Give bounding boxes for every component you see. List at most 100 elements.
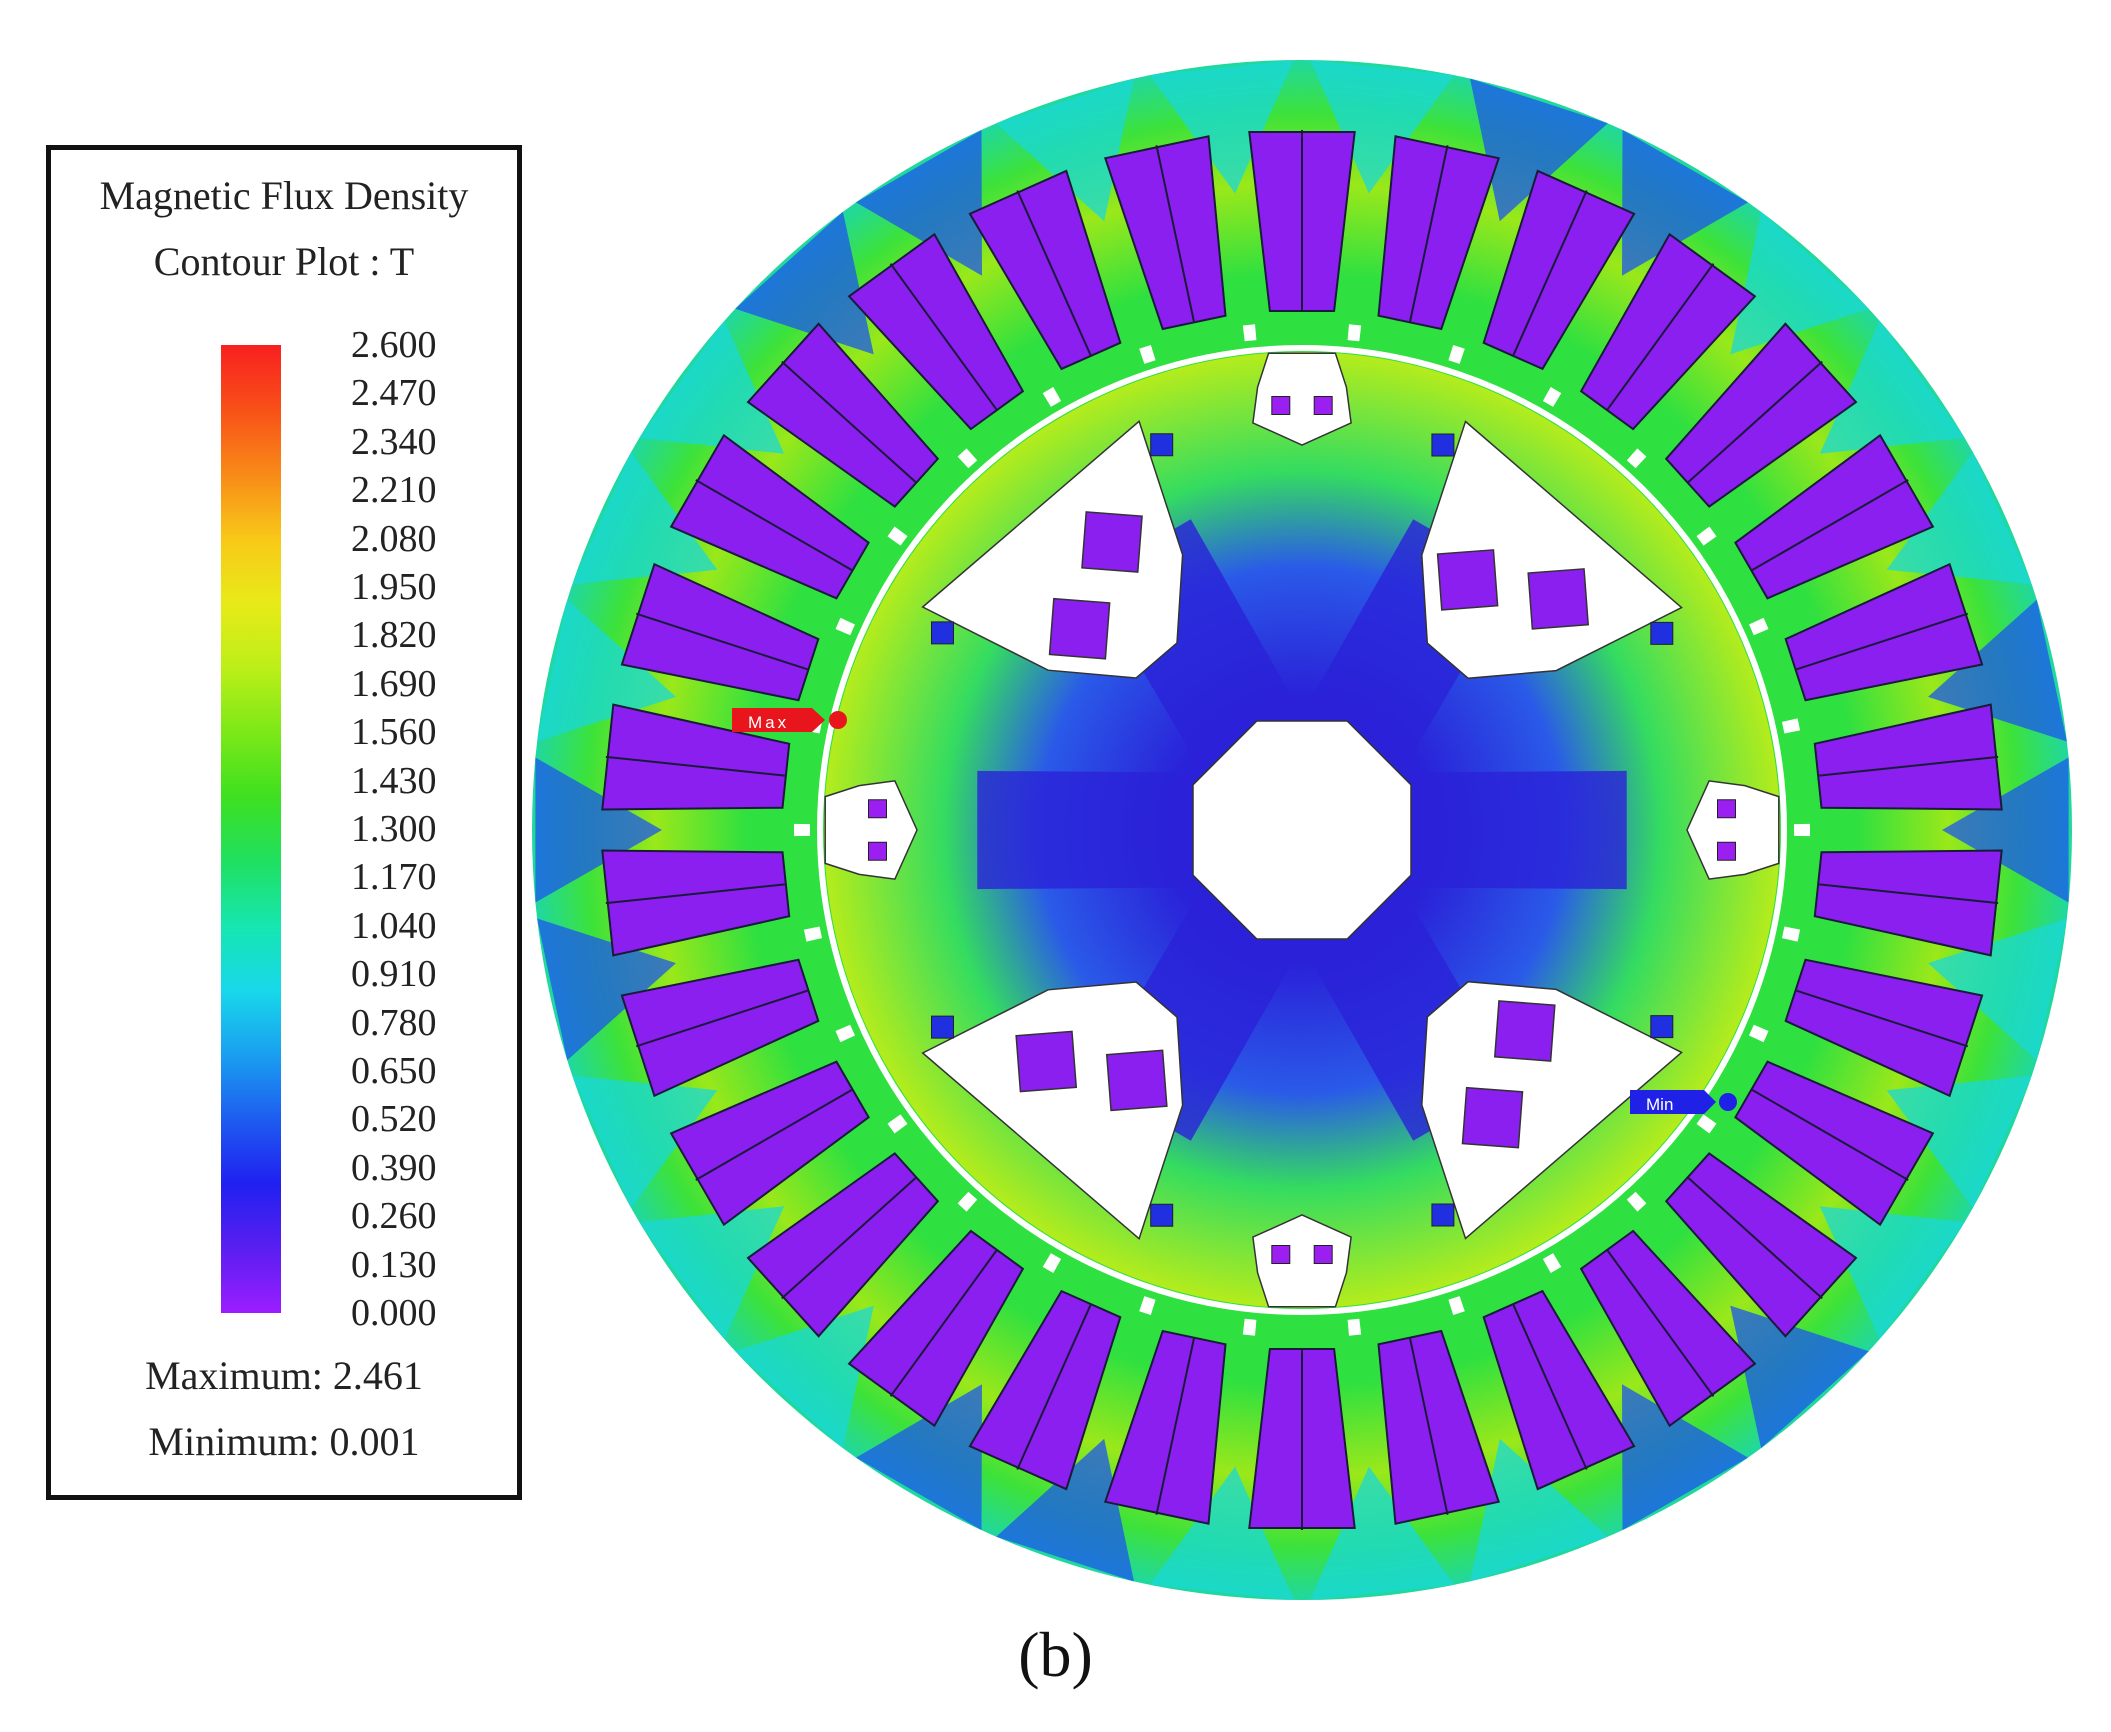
rotor-hole [1650, 621, 1674, 645]
colorbar-tick-label: 0.000 [351, 1292, 437, 1334]
tooth-notch [1782, 926, 1801, 942]
slot-divider [1751, 1089, 1909, 1181]
rotor-magnet [1015, 1030, 1078, 1093]
yoke-patch [572, 1075, 718, 1208]
slot-divider [1155, 1338, 1195, 1515]
rotor-pole-cutouts [824, 352, 1780, 1308]
colorbar-tick-label: 0.780 [351, 1001, 437, 1044]
rotor-spoke [977, 770, 1197, 890]
stator-slot [620, 562, 820, 702]
stator-slot [746, 322, 940, 508]
slot-divider [1409, 145, 1449, 322]
colorbar-tick-label: 1.560 [351, 711, 437, 754]
stator-slot [1813, 703, 2003, 811]
stator-slot [1784, 958, 1984, 1098]
yoke-patch [1622, 1384, 1748, 1531]
slot-divider [1796, 989, 1969, 1048]
colorbar-tick-label: 0.520 [351, 1098, 437, 1141]
colorbar-tick-label: 1.430 [351, 759, 437, 802]
rotor-hole [931, 1015, 954, 1039]
stator-slot [1482, 169, 1636, 371]
colorbar-tick-label: 1.950 [351, 566, 437, 608]
yoke-patch [639, 320, 785, 454]
stator-slot [1664, 322, 1858, 508]
rotor-hole [1650, 1015, 1674, 1039]
tooth-notch [1749, 1024, 1769, 1043]
slot-divider [1751, 479, 1909, 571]
tooth-notch [1749, 617, 1769, 636]
yoke-patch [856, 1384, 982, 1531]
stator-slot [1813, 849, 2003, 957]
rotor-hole [1431, 1203, 1455, 1227]
yoke-patch [1942, 757, 2069, 903]
yoke-patch [735, 1305, 874, 1449]
colorbar-tick-label: 0.910 [351, 953, 437, 996]
slot-divider [1606, 263, 1715, 410]
slot-divider [695, 1089, 853, 1181]
stator-slot [1579, 232, 1757, 431]
stator-slot [968, 169, 1122, 371]
min-marker-label: Min [1646, 1095, 1673, 1114]
colorbar [221, 345, 281, 1313]
colorbar-tick-label: 2.470 [351, 372, 437, 415]
tooth-notch [1782, 718, 1801, 734]
stator-slot [968, 1289, 1122, 1491]
colorbar-tick-label: 0.260 [351, 1195, 437, 1238]
rotor-pocket [921, 419, 1184, 679]
yoke-patch [537, 918, 676, 1061]
max-marker: Max [732, 708, 847, 732]
legend-panel: Magnetic Flux Density Contour Plot : T 2… [46, 145, 522, 1500]
tooth-notch [1042, 387, 1062, 407]
rotor-small-magnet [1717, 799, 1736, 819]
tooth-notch [1626, 1191, 1647, 1212]
rotor-small-magnet [1271, 396, 1291, 415]
yoke-patch [1310, 60, 1455, 194]
tooth-notch [794, 823, 810, 837]
figure-label: (b) [1018, 1619, 1093, 1690]
slot-divider [1016, 1304, 1092, 1470]
yoke-patch [639, 1206, 785, 1340]
slot-divider [1512, 1304, 1588, 1470]
tooth-notch [1242, 1318, 1257, 1336]
tooth-notch [1042, 1253, 1062, 1273]
slot-divider [1687, 360, 1823, 483]
tooth-notch [1448, 345, 1465, 364]
legend-title: Magnetic Flux Density [99, 173, 469, 218]
yoke-patch [1149, 1466, 1294, 1600]
stator-slot [1784, 562, 1984, 702]
slot-divider [889, 263, 998, 410]
rotor-small-magnet [1717, 841, 1736, 861]
rotor-small-magnet [1313, 396, 1333, 415]
stator-slot [1103, 1329, 1227, 1525]
colorbar-tick-label: 0.130 [351, 1243, 437, 1286]
colorbar-tick-label: 1.170 [351, 856, 437, 899]
rotor-magnet [1493, 1000, 1556, 1062]
slot-divider [1819, 755, 1999, 777]
tooth-notch [835, 1024, 855, 1043]
tooth-notch [957, 448, 978, 469]
rotor-pocket [1421, 420, 1683, 680]
slot-divider [695, 479, 853, 571]
yoke-patch [856, 129, 982, 276]
yoke-patch [1928, 599, 2067, 742]
tooth-notch [1139, 345, 1156, 364]
slot-divider [605, 883, 785, 905]
tooth-notch [1794, 823, 1810, 837]
rotor-magnet [1081, 511, 1143, 573]
stator-slot [847, 232, 1025, 431]
stator-slot [1664, 1152, 1858, 1338]
yoke-patch [1819, 1206, 1965, 1340]
tooth-notch [835, 617, 855, 636]
slot-divider [1409, 1338, 1449, 1515]
slot-divider [1155, 145, 1195, 322]
yoke-patch [1310, 1466, 1455, 1600]
stator-slot [1482, 1289, 1636, 1491]
rotor-small-pocket [824, 780, 918, 880]
rotor-pocket [1421, 980, 1683, 1240]
yoke-patch [735, 211, 874, 355]
slot-divider [1606, 1250, 1715, 1397]
rotor-hole [1431, 433, 1455, 457]
stator-slot [601, 703, 791, 811]
shaft-hole [1192, 720, 1412, 940]
rotor-magnet [1461, 1086, 1524, 1149]
